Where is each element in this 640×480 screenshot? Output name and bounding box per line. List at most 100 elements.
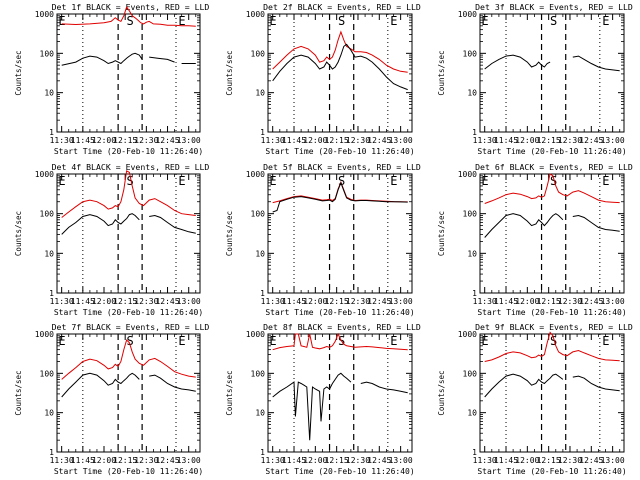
x-tick-label: 12:45 [155, 136, 179, 145]
plot-frame [267, 13, 413, 133]
y-tick-label: 1 [260, 448, 265, 457]
x-axis-label: Start Time (20-Feb-10 11:26:40) [265, 147, 414, 156]
plot-frame [479, 333, 625, 453]
y-tick-label: 1000 [35, 170, 54, 179]
x-tick-label: 13:00 [389, 297, 413, 306]
s-marker-label: S [550, 174, 557, 188]
e-marker-label: E [481, 174, 488, 188]
s-marker-label: S [550, 14, 557, 28]
x-tick-label: 12:15 [113, 456, 137, 465]
e-marker-label: E [390, 334, 397, 348]
y-tick-label: 1 [49, 289, 54, 298]
x-tick-label: 12:30 [346, 297, 370, 306]
x-tick-label: 11:30 [50, 456, 74, 465]
x-tick-label: 12:00 [515, 456, 539, 465]
x-tick-label: 12:45 [579, 136, 603, 145]
plot-frame [479, 13, 625, 133]
events-series-line [272, 181, 408, 213]
e-marker-label: E [269, 334, 276, 348]
e-marker-label: E [481, 334, 488, 348]
e-marker-label: E [481, 14, 488, 28]
y-tick-label: 1000 [35, 330, 54, 339]
panel-title: Det 9f BLACK = Events, RED = LLD [475, 322, 633, 332]
y-axis-label: Counts/sec [225, 211, 234, 256]
x-tick-label: 12:00 [303, 297, 327, 306]
y-tick-label: 100 [463, 369, 478, 378]
y-tick-label: 10 [467, 249, 477, 258]
x-tick-label: 13:00 [601, 136, 625, 145]
y-tick-label: 1000 [458, 10, 477, 19]
y-tick-label: 100 [251, 369, 266, 378]
x-tick-label: 12:30 [134, 456, 158, 465]
x-tick-label: 11:45 [494, 136, 518, 145]
x-tick-label: 12:30 [134, 136, 158, 145]
x-tick-label: 11:45 [494, 297, 518, 306]
s-marker-label: S [127, 334, 134, 348]
panel-title: Det 1f BLACK = Events, RED = LLD [52, 2, 210, 12]
panel-2: Det 2f BLACK = Events, RED = LLD 1 10 100 10… [225, 2, 421, 156]
x-tick-label: 12:15 [537, 456, 561, 465]
y-axis-label: Counts/sec [437, 50, 446, 95]
y-tick-label: 1000 [246, 10, 265, 19]
lld-series-line [484, 173, 620, 204]
y-tick-label: 100 [40, 369, 55, 378]
panel-4: Det 4f BLACK = Events, RED = LLD 1 10 100 10… [14, 162, 209, 317]
e-marker-label: E [602, 14, 609, 28]
x-tick-label: 13:00 [601, 297, 625, 306]
lld-series-line [272, 30, 408, 73]
events-series-line [484, 54, 620, 72]
x-tick-label: 12:15 [325, 136, 349, 145]
y-tick-label: 100 [251, 49, 266, 58]
x-axis-label: Start Time (20-Feb-10 11:26:40) [477, 147, 626, 156]
y-tick-label: 100 [40, 210, 55, 219]
x-tick-label: 11:30 [473, 456, 497, 465]
y-tick-label: 100 [463, 210, 478, 219]
x-tick-label: 11:45 [282, 297, 306, 306]
y-tick-label: 100 [251, 210, 266, 219]
plot-frame [267, 173, 413, 294]
plot-frame [479, 173, 625, 294]
y-tick-label: 1000 [246, 170, 265, 179]
s-marker-label: S [550, 334, 557, 348]
x-tick-label: 13:00 [389, 136, 413, 145]
x-axis-label: Start Time (20-Feb-10 11:26:40) [477, 467, 626, 476]
x-tick-label: 12:00 [92, 136, 116, 145]
s-marker-label: S [338, 174, 345, 188]
plot-frame [56, 173, 201, 294]
lld-series-line [61, 6, 196, 27]
panel-title: Det 8f BLACK = Events, RED = LLD [263, 322, 421, 332]
x-tick-label: 12:30 [346, 456, 370, 465]
panel-1: Det 1f BLACK = Events, RED = LLD 1 10 100 10… [14, 2, 209, 156]
x-tick-label: 13:00 [177, 136, 201, 145]
x-tick-label: 12:45 [155, 297, 179, 306]
x-tick-label: 12:15 [113, 136, 137, 145]
plot-frame [56, 13, 201, 133]
x-tick-label: 12:45 [579, 456, 603, 465]
x-tick-label: 12:45 [155, 456, 179, 465]
x-tick-label: 12:15 [537, 297, 561, 306]
x-axis-label: Start Time (20-Feb-10 11:26:40) [265, 467, 414, 476]
y-axis-label: Counts/sec [225, 370, 234, 415]
x-tick-label: 11:30 [473, 136, 497, 145]
y-tick-label: 100 [463, 49, 478, 58]
x-tick-label: 13:00 [601, 456, 625, 465]
x-tick-label: 11:45 [282, 456, 306, 465]
x-tick-label: 11:45 [71, 456, 95, 465]
panel-5: Det 5f BLACK = Events, RED = LLD 1 10 100 10… [225, 162, 421, 317]
e-marker-label: E [602, 174, 609, 188]
e-marker-label: E [178, 334, 185, 348]
e-marker-label: E [269, 14, 276, 28]
e-marker-label: E [58, 334, 65, 348]
events-series-line [61, 52, 196, 66]
panel-title: Det 3f BLACK = Events, RED = LLD [475, 2, 633, 12]
y-axis-label: Counts/sec [225, 50, 234, 95]
x-tick-label: 12:00 [303, 136, 327, 145]
y-axis-label: Counts/sec [14, 370, 23, 415]
x-tick-label: 12:30 [558, 297, 582, 306]
panel-3: Det 3f BLACK = Events, RED = LLD 1 10 100 10… [437, 2, 633, 156]
x-tick-label: 11:30 [473, 297, 497, 306]
x-tick-label: 13:00 [177, 456, 201, 465]
e-marker-label: E [390, 14, 397, 28]
x-axis-label: Start Time (20-Feb-10 11:26:40) [54, 308, 203, 317]
y-tick-label: 100 [40, 49, 55, 58]
